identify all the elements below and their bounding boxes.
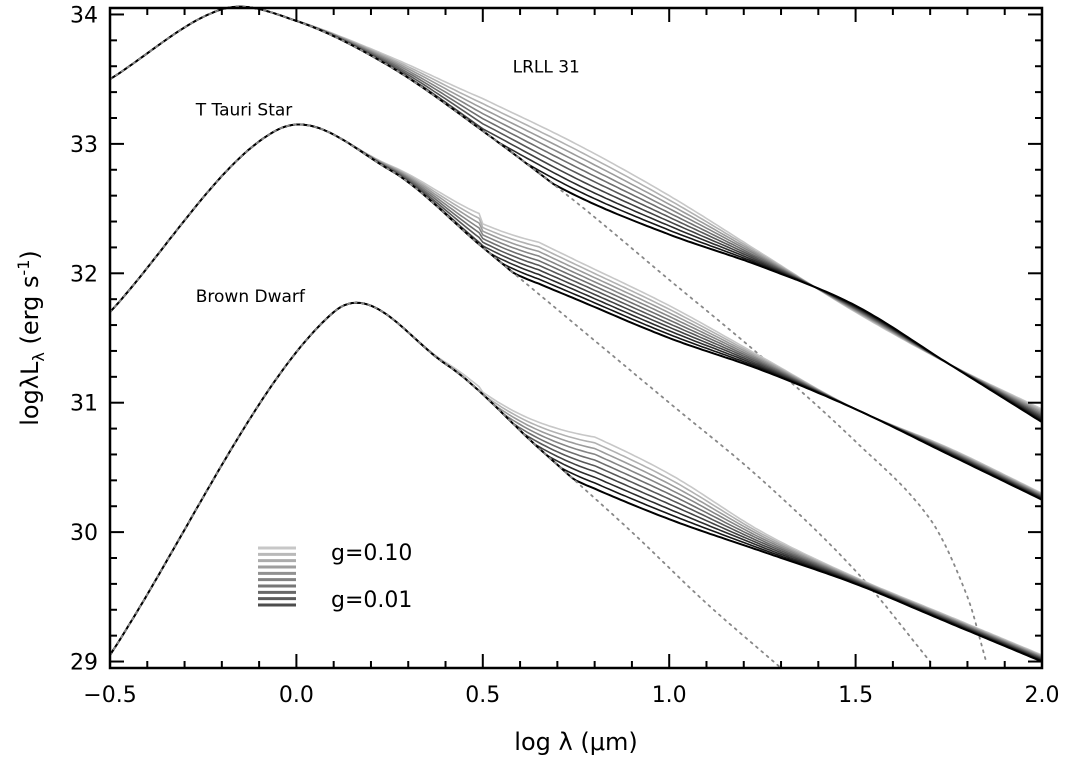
- axis-ticks: [109, 8, 1043, 668]
- x-tick-label: −0.5: [83, 683, 136, 708]
- x-tick-label: 0.0: [279, 683, 314, 708]
- series-group-0: [109, 5, 1043, 663]
- y-tick-labels: 29 30 31 32 33 34: [70, 3, 98, 675]
- photosphere-line-1: [109, 123, 932, 663]
- model-line-1-6: [109, 123, 1043, 499]
- x-axis-label: log λ (μm): [514, 728, 637, 756]
- y-tick-label: 31: [70, 392, 98, 417]
- model-line-1-8: [109, 123, 1043, 500]
- photosphere-line-2: [109, 301, 782, 669]
- y-tick-label: 29: [70, 651, 98, 676]
- model-line-1-7: [109, 123, 1043, 500]
- series-group-1: [109, 123, 1043, 663]
- annotation-2: Brown Dwarf: [196, 287, 306, 307]
- y-axis-label: logλLλ (erg s-1): [14, 250, 48, 426]
- y-tick-label: 32: [70, 262, 98, 287]
- y-label-unit-sup: -1: [14, 260, 33, 276]
- y-tick-label: 33: [70, 133, 98, 158]
- x-tick-label: 2.0: [1025, 683, 1060, 708]
- model-line-1-3: [109, 123, 1043, 497]
- x-tick-labels: −0.5 0.0 0.5 1.0 1.5 2.0: [83, 683, 1059, 708]
- annotations: LRLL 31 T Tauri Star Brown Dwarf: [195, 58, 580, 307]
- y-label-unit-end: ): [16, 250, 44, 259]
- x-tick-label: 0.5: [465, 683, 500, 708]
- plot-frame: [108, 6, 1044, 670]
- y-label-main: logλL: [16, 361, 44, 426]
- legend-label-top: g=0.10: [331, 541, 412, 566]
- model-line-1-4: [109, 123, 1043, 497]
- series-group-2: [109, 301, 1043, 669]
- annotation-0: LRLL 31: [513, 58, 580, 78]
- x-tick-label: 1.5: [838, 683, 873, 708]
- legend-label-bottom: g=0.01: [331, 588, 412, 613]
- legend: g=0.10 g=0.01: [258, 541, 412, 613]
- model-line-1-5: [109, 123, 1043, 498]
- model-line-1-9: [109, 123, 1043, 501]
- model-curves: [109, 5, 1043, 669]
- y-label-sub: λ: [29, 352, 48, 361]
- y-tick-label: 30: [70, 521, 98, 546]
- annotation-1: T Tauri Star: [195, 100, 293, 120]
- y-label-unit: (erg s: [16, 276, 44, 353]
- photosphere-line-0: [109, 5, 987, 663]
- y-tick-label: 34: [70, 3, 98, 28]
- x-tick-label: 1.0: [652, 683, 687, 708]
